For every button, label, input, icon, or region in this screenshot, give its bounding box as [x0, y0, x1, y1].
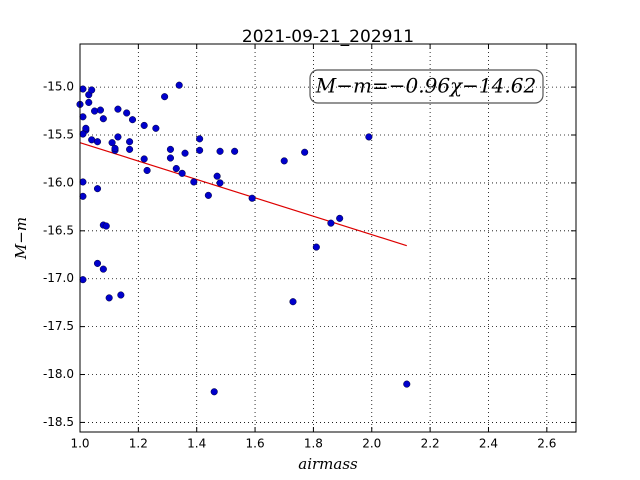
y-tick-label: -18.5	[43, 415, 74, 429]
data-point	[190, 178, 198, 186]
data-point	[312, 243, 320, 251]
y-tick-label: -16.5	[43, 223, 74, 237]
data-point	[166, 145, 174, 153]
x-tick-label: 2.6	[537, 437, 556, 451]
data-point	[85, 98, 93, 106]
data-point	[79, 276, 87, 284]
data-point	[336, 214, 344, 222]
data-point	[108, 139, 116, 147]
data-point	[102, 222, 110, 230]
data-point	[105, 294, 113, 302]
data-point	[204, 191, 212, 199]
data-point	[93, 138, 102, 146]
data-point	[79, 113, 87, 121]
x-tick-label: 1.8	[304, 437, 323, 451]
y-tick-label: -16.0	[43, 175, 74, 189]
data-point	[99, 115, 107, 123]
y-tick-label: -15.5	[43, 128, 74, 142]
data-point	[196, 135, 204, 143]
x-tick-label: 1.4	[187, 437, 206, 451]
data-point	[117, 291, 125, 299]
data-point	[216, 147, 224, 155]
x-tick-label: 1.6	[246, 437, 265, 451]
data-point	[79, 85, 87, 93]
data-point	[152, 124, 160, 132]
data-point	[140, 121, 148, 129]
data-point	[140, 155, 148, 163]
annotation-box	[309, 69, 544, 104]
data-point	[365, 133, 373, 141]
axes-frame	[79, 43, 577, 433]
data-point	[82, 124, 90, 132]
y-tick-label: -17.0	[43, 271, 74, 285]
data-point	[166, 154, 174, 162]
data-point	[143, 166, 151, 175]
y-tick-label: -18.0	[43, 367, 74, 381]
data-point	[126, 138, 134, 146]
data-point	[126, 145, 134, 153]
data-point	[172, 164, 180, 173]
data-point	[123, 109, 131, 117]
x-tick-label: 2.2	[421, 437, 440, 451]
plot-area: 1.0 1.2 1.4 1.6 1.8 2.0 2.2 2.4 2.6 -15.0 -15.5 -16…	[43, 44, 576, 451]
x-axis-label: airmass	[298, 455, 358, 473]
x-tick-label: 2.4	[479, 437, 498, 451]
data-point	[178, 169, 186, 177]
y-tick-label: -17.5	[43, 319, 74, 333]
data-point	[114, 133, 122, 141]
data-point	[114, 105, 122, 113]
data-point	[79, 178, 87, 186]
data-point	[403, 380, 411, 388]
data-point	[111, 144, 119, 152]
data-point	[289, 298, 297, 306]
y-axis-label: M−m	[12, 217, 30, 260]
data-point	[161, 93, 169, 101]
x-tick-label: 1.0	[70, 437, 89, 451]
data-point	[213, 172, 221, 180]
data-point	[216, 179, 224, 187]
data-point	[93, 185, 102, 193]
data-point	[231, 147, 239, 155]
data-point	[196, 146, 204, 154]
data-point	[301, 148, 309, 156]
data-point	[99, 265, 107, 273]
data-point	[88, 86, 96, 94]
data-point	[210, 388, 218, 396]
data-point	[96, 106, 104, 114]
y-tick-label: -15.0	[43, 80, 74, 94]
data-point	[128, 116, 137, 124]
data-point	[79, 192, 87, 200]
chart-title: 2021-09-21_202911	[242, 27, 414, 47]
data-point	[280, 157, 288, 165]
data-point	[327, 219, 335, 227]
data-point	[91, 107, 99, 115]
data-point	[181, 149, 189, 157]
data-point	[93, 259, 102, 267]
annotation: M−m=−0.96χ−14.62	[315, 74, 536, 98]
x-tick-label: 1.2	[129, 437, 148, 451]
fit-line	[79, 142, 407, 247]
data-point	[248, 194, 256, 202]
data-point	[175, 81, 183, 89]
data-point	[79, 130, 87, 138]
x-tick-label: 2.0	[362, 437, 381, 451]
